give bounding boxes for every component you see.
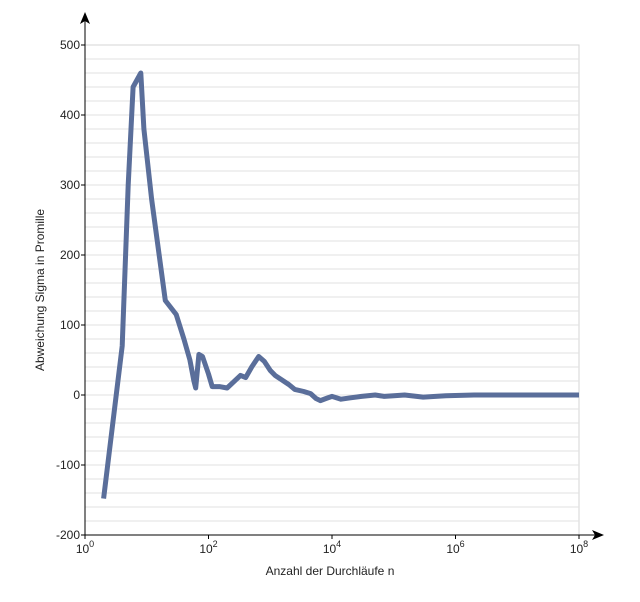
y-axis-arrow [80, 12, 90, 24]
x-axis-label: Anzahl der Durchläufe n [266, 564, 395, 578]
y-axis-label: Abweichung Sigma in Promille [33, 209, 47, 371]
grid-lines [85, 58, 579, 522]
y-tick-label: 0 [73, 388, 80, 402]
x-tick-label: 100 [76, 539, 94, 556]
y-tick-label: -200 [56, 528, 80, 542]
y-tick-label: 400 [60, 108, 80, 122]
series [101, 70, 579, 499]
y-tick-label: 500 [60, 38, 80, 52]
x-tick-label: 102 [199, 539, 217, 556]
y-tick-label: -100 [56, 458, 80, 472]
plot-area [84, 44, 580, 536]
axes [80, 12, 604, 540]
x-axis-arrow [592, 530, 604, 540]
y-tick-label: 300 [60, 178, 80, 192]
x-tick-label: 106 [446, 539, 464, 556]
y-tick-label: 100 [60, 318, 80, 332]
series-line [101, 70, 579, 499]
x-tick-label: 108 [570, 539, 588, 556]
x-tick-label: 104 [323, 539, 341, 556]
y-tick-label: 200 [60, 248, 80, 262]
